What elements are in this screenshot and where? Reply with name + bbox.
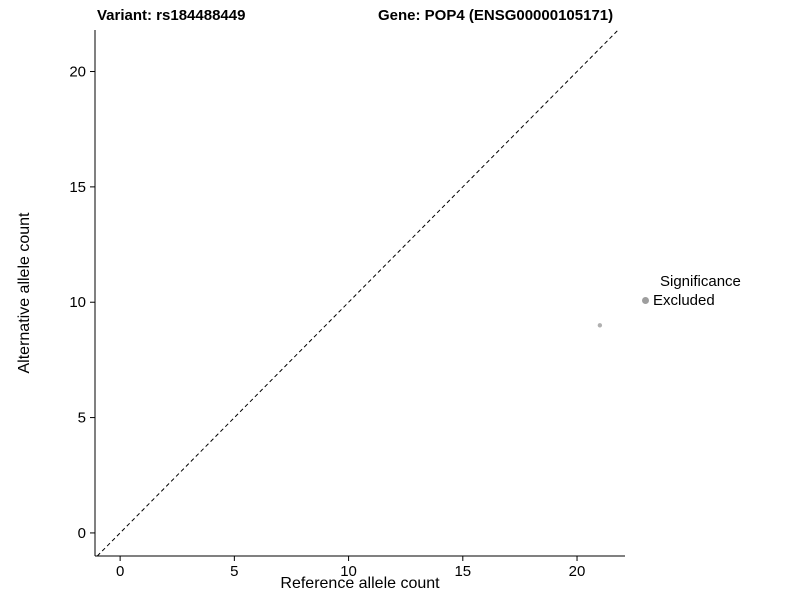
x-tick-label: 15	[454, 563, 471, 580]
y-tick-label: 20	[69, 64, 86, 81]
legend-entry-label: Excluded	[653, 292, 715, 309]
x-tick-label: 20	[569, 563, 586, 580]
x-axis-label: Reference allele count	[280, 575, 440, 592]
gene-title: Gene: POP4 (ENSG00000105171)	[378, 7, 614, 24]
y-tick-label: 10	[69, 294, 86, 311]
identity-line	[96, 29, 619, 557]
x-tick-label: 10	[340, 563, 357, 580]
x-tick-label: 0	[116, 563, 124, 580]
y-tick-label: 15	[69, 179, 86, 196]
legend-title: Significance	[660, 273, 741, 290]
data-point	[597, 323, 603, 328]
variant-title: Variant: rs184488449	[97, 7, 246, 24]
y-axis-label: Alternative allele count	[16, 212, 33, 374]
legend: Significance Excluded	[640, 272, 741, 310]
excluded-key-icon	[642, 297, 649, 304]
legend-entry-excluded: Excluded	[640, 291, 741, 310]
y-tick-label: 0	[78, 525, 86, 542]
y-tick-label: 5	[78, 410, 86, 427]
x-tick-label: 5	[230, 563, 238, 580]
